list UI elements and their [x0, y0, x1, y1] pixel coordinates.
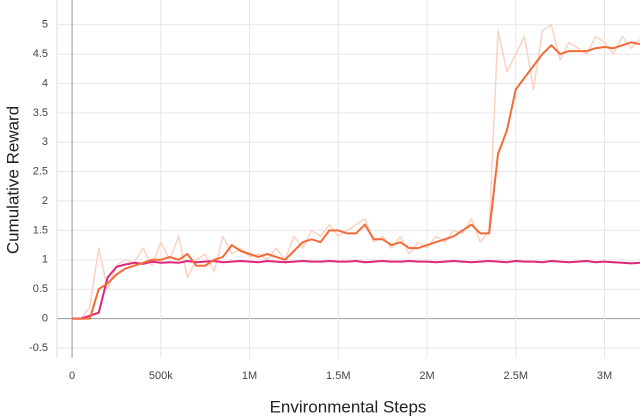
y-tick-label: 2: [42, 195, 48, 207]
series-line: [72, 41, 640, 320]
series-line: [72, 23, 640, 320]
y-axis-label: Cumulative Reward: [3, 106, 22, 254]
x-tick-label: 0: [69, 370, 75, 382]
y-tick-label: 5: [42, 19, 48, 31]
x-axis-label: Environmental Steps: [270, 397, 427, 416]
x-tick-label: 2M: [419, 370, 434, 382]
y-tick-label: 4.5: [33, 48, 48, 60]
x-tick-label: 3M: [597, 370, 612, 382]
y-tick-label: 0.5: [33, 283, 48, 295]
x-tick-label: 1M: [242, 370, 257, 382]
y-tick-label: -0.5: [29, 342, 48, 354]
y-tick-label: 0: [42, 313, 48, 325]
y-tick-label: 4: [42, 77, 48, 89]
x-tick-label: 500k: [149, 370, 173, 382]
y-tick-label: 3: [42, 136, 48, 148]
y-tick-label: 3.5: [33, 107, 48, 119]
y-tick-label: 1: [42, 254, 48, 266]
x-tick-label: 1.5M: [326, 370, 350, 382]
y-tick-label: 2.5: [33, 166, 48, 178]
x-tick-label: 2.5M: [504, 370, 528, 382]
series-line: [72, 260, 640, 320]
y-tick-label: 1.5: [33, 224, 48, 236]
